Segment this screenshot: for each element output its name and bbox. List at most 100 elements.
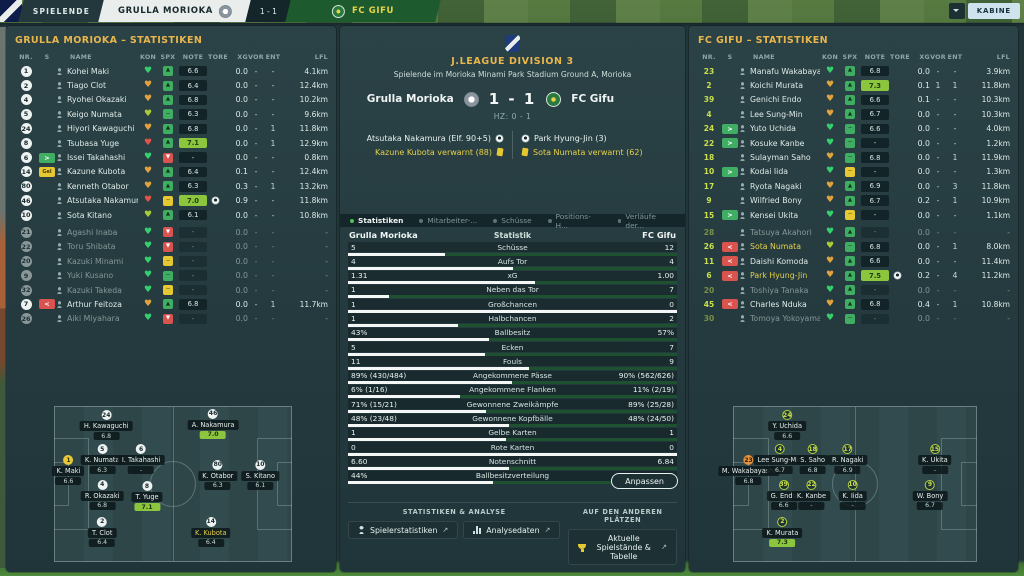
player-head-icon <box>56 257 63 265</box>
ent-value: - <box>271 95 275 105</box>
player-row[interactable]: 20 Kazuki Minami ♥ − - 0.0 - - - <box>14 254 328 268</box>
player-row[interactable]: 1 Kohei Maki ♥ ▲ 6.6 0.0 - - 4.1km <box>14 64 328 78</box>
condition-heart-icon: ♥ <box>825 241 835 252</box>
column-header: XG <box>237 54 248 61</box>
xg-value: 0.0 <box>235 124 248 134</box>
pitch-player[interactable]: 10 S. Kitano 6.1 <box>241 459 279 490</box>
away-team-name[interactable]: FC Gifu <box>571 93 615 105</box>
stat-away-value: 7 <box>669 342 674 352</box>
player-row[interactable]: 15 > Kensei Ukita ♥ − - 0.0 - - 1.1km <box>697 208 1010 222</box>
stats-tab[interactable]: Verläufe der... <box>617 212 675 230</box>
stats-tab[interactable]: Schüsse <box>493 216 532 225</box>
player-row[interactable]: 5 Keigo Numata ♥ − 6.3 0.0 - - 9.6km <box>14 107 328 121</box>
shirt-number: 6 <box>706 271 712 281</box>
player-row[interactable]: 46 Atsutaka Nakamura ♥ − 7.0 0.9 - - 11.… <box>14 194 328 208</box>
stats-tab[interactable]: Mitarbeiter-... <box>419 216 477 225</box>
pitch-player[interactable]: 39 G. Endo 6.6 <box>766 479 801 510</box>
player-row[interactable]: 20 Toshiya Tanaka ♥ ▲ - 0.0 - - - <box>697 283 1010 297</box>
pitch-player[interactable]: 23 M. Wakabayashi 6.8 <box>717 455 780 486</box>
goal-ball-icon <box>496 134 503 142</box>
club-logo-icon[interactable] <box>0 0 22 22</box>
xg-value: 0.0 <box>917 167 930 177</box>
player-row[interactable]: 10 > Kodai Iida ♥ − - 0.0 - - 1.3km <box>697 165 1010 179</box>
player-row[interactable]: 4 Lee Sung-Min ♥ ▲ 6.7 0.0 - - 10.3km <box>697 107 1010 121</box>
match-rating: - <box>179 241 207 253</box>
player-row[interactable]: 14 Gel Kazune Kubota ♥ ▲ 6.4 0.1 - - 12.… <box>14 165 328 179</box>
ent-value: - <box>953 210 957 220</box>
pitch-player[interactable]: 1 K. Maki 6.6 <box>52 455 85 486</box>
stat-home-value: 1.31 <box>351 271 368 281</box>
pitch-player[interactable]: 10 K. Iida - <box>838 479 867 510</box>
player-row[interactable]: 32 Kazuki Takeda ♥ − - 0.0 - - - <box>14 283 328 297</box>
pitch-player[interactable]: 14 K. Kubota 6.4 <box>190 516 231 547</box>
tab-away-team[interactable]: FC GIFU <box>285 0 441 22</box>
player-row[interactable]: 30 Tomoya Yokoyama ♥ − - 0.0 - - - <box>697 312 1010 326</box>
pitch-player[interactable]: 4 R. Okazaki 6.8 <box>80 479 124 510</box>
player-row[interactable]: 9 Wilfried Bony ♥ ▲ 6.7 0.2 - 1 10.9km <box>697 194 1010 208</box>
player-row[interactable]: 10 Sota Kitano ♥ ▲ 6.1 0.0 - - 10.8km <box>14 208 328 222</box>
player-row[interactable]: 6 > Issei Takahashi ♥ ▼ - 0.0 - - 0.8km <box>14 150 328 164</box>
tab-home-team[interactable]: GRULLA MORIOKA <box>98 0 252 22</box>
anpassen-button[interactable]: Anpassen <box>611 473 678 490</box>
player-row[interactable]: 26 Aiki Miyahara ♥ ▼ - 0.0 - - - <box>14 312 328 326</box>
player-row[interactable]: 39 Genichi Endo ♥ ▲ 6.6 0.1 - - 10.3km <box>697 93 1010 107</box>
player-row[interactable]: 23 Manafu Wakabayashi ♥ ▲ 6.8 0.0 - - 3.… <box>697 64 1010 78</box>
pitch-player[interactable]: 5 K. Numata 6.3 <box>80 444 124 475</box>
sub-status-badge: > <box>722 210 738 221</box>
pitch-player[interactable]: 15 K. Ukita - <box>918 444 952 475</box>
pitch-player[interactable]: 6 I. Takahashi - <box>117 444 165 475</box>
pitch-player[interactable]: 4 Lee Sung-Min 6.7 <box>753 444 807 475</box>
player-row[interactable]: 22 Toru Shibata ♥ ▼ - 0.0 - - - <box>14 240 328 254</box>
player-row[interactable]: 21 Agashi Inaba ♥ ▼ - 0.0 - - - <box>14 225 328 239</box>
player-row[interactable]: 18 Sulayman Saho ♥ − 6.8 0.0 - 1 11.9km <box>697 150 1010 164</box>
player-row[interactable]: 26 < Sota Numata ♥ − 6.8 0.0 - 1 8.0km <box>697 240 1010 254</box>
player-row[interactable]: 2 Tiago Clot ♥ ▲ 6.4 0.0 - - 12.4km <box>14 78 328 92</box>
body-language-icon: − <box>163 270 173 281</box>
player-row[interactable]: 4 Ryohei Okazaki ♥ ▲ 6.8 0.0 - - 10.2km <box>14 93 328 107</box>
pitch-player[interactable]: 9 W. Bony 6.7 <box>912 479 948 510</box>
pitch-player[interactable]: 24 H. Kawaguchi 6.8 <box>79 410 133 441</box>
stats-tab[interactable]: Statistiken <box>350 216 403 225</box>
player-stats-button[interactable]: Spielerstatistiken ↗ <box>348 521 459 539</box>
chevron-down-icon[interactable] <box>948 3 965 19</box>
pitch-player[interactable]: 8 T. Yuge 7.1 <box>131 481 163 512</box>
pitch-player[interactable]: 46 A. Nakamura 7.0 <box>187 408 239 439</box>
vor-value: - <box>254 181 258 191</box>
player-row[interactable]: 2 Koichi Murata ♥ ▲ 7.3 0.1 1 1 11.8km <box>697 78 1010 92</box>
pitch-player[interactable]: 2 K. Murata 7.3 <box>762 516 803 547</box>
player-row[interactable]: 24 > Yuto Uchida ♥ − 6.6 0.0 - - 4.0km <box>697 122 1010 136</box>
player-row[interactable]: 8 Tsubasa Yuge ♥ ▲ 7.1 0.0 - 1 12.9km <box>14 136 328 150</box>
player-row[interactable]: 7 < Arthur Feitoza ♥ ▲ 6.8 0.0 - 1 11.7k… <box>14 297 328 311</box>
pitch-player[interactable]: 17 R. Nagaki 6.9 <box>828 444 868 475</box>
kabine-button[interactable]: KABINE <box>967 3 1020 19</box>
player-name: Atsutaka Nakamura <box>67 196 138 206</box>
player-row[interactable]: 24 Hiyori Kawaguchi ♥ ▲ 6.8 0.0 - 1 11.8… <box>14 122 328 136</box>
pitch-player[interactable]: 22 K. Kanbe - <box>792 479 831 510</box>
vor-value: - <box>936 181 940 191</box>
condition-heart-icon: ♥ <box>825 298 835 309</box>
pitch-player[interactable]: 24 Y. Uchida 6.6 <box>768 410 807 441</box>
player-row[interactable]: 22 > Kosuke Kanbe ♥ − - 0.0 - - 1.2km <box>697 136 1010 150</box>
home-team-name[interactable]: Grulla Morioka <box>366 93 454 105</box>
player-row[interactable]: 6 < Park Hyung-Jin ♥ ▲ 7.5 0.2 - 4 11.2k… <box>697 268 1010 282</box>
player-name: Kazuki Minami <box>67 256 124 266</box>
tab-spielende[interactable]: SPIELENDE <box>18 0 105 22</box>
player-row[interactable]: 17 Ryota Nagaki ♥ ▲ 6.9 0.0 - 3 11.8km <box>697 179 1010 193</box>
player-row[interactable]: 11 < Daishi Komoda ♥ ▲ 6.6 0.0 - - 11.4k… <box>697 254 1010 268</box>
player-name: Park Hyung-Jin <box>750 271 808 281</box>
player-row[interactable]: 45 < Charles Nduka ♥ ▲ 6.8 0.4 - 1 10.8k… <box>697 297 1010 311</box>
stats-tab[interactable]: Positions-H... <box>547 212 602 230</box>
player-row[interactable]: 80 Kenneth Otabor ♥ ▲ 6.3 0.3 - 1 13.2km <box>14 179 328 193</box>
live-scores-button[interactable]: Aktuelle Spielstände & Tabelle ↗ <box>568 529 677 565</box>
stat-bar-home-fill <box>348 352 486 356</box>
match-rating: 6.6 <box>861 256 889 267</box>
pitch-player[interactable]: 2 T. Clot 6.4 <box>87 516 117 547</box>
analysis-data-button[interactable]: Analysedaten ↗ <box>463 521 561 539</box>
pitch-player[interactable]: 80 K. Otabor 6.3 <box>198 459 238 490</box>
xg-value: 0.0 <box>917 153 930 163</box>
pitch-player-number: 18 <box>807 444 818 455</box>
player-row[interactable]: 9 Yuki Kusano ♥ − - 0.0 - - - <box>14 268 328 282</box>
player-row[interactable]: 28 Tatsuya Akahori ♥ ▲ - 0.0 - - - <box>697 225 1010 239</box>
sub-status-badge: < <box>722 241 738 252</box>
pitch-player[interactable]: 18 S. Saho 6.8 <box>796 444 830 475</box>
